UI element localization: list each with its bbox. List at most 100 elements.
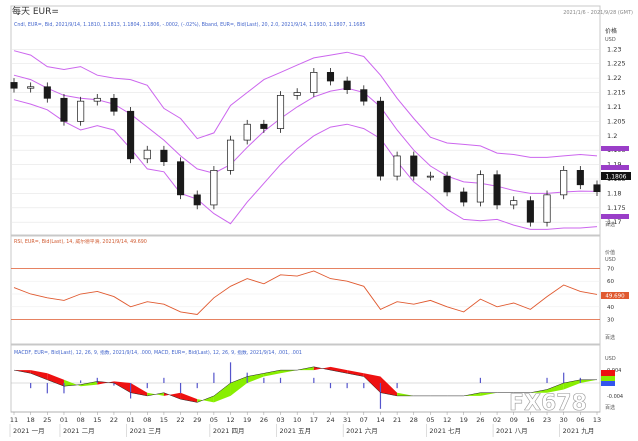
x-day-tick-label: 15 bbox=[160, 416, 168, 424]
macd-fill-segment bbox=[330, 366, 348, 374]
macd-fill-segment bbox=[397, 392, 414, 396]
x-day-tick-label: 14 bbox=[376, 416, 384, 424]
macd-fill-segment bbox=[547, 383, 564, 393]
price-tick-label: 1.225 bbox=[607, 60, 626, 68]
x-day-tick-label: 01 bbox=[60, 416, 68, 424]
x-day-tick-label: 18 bbox=[27, 416, 35, 424]
macd-fill-segment bbox=[363, 373, 381, 393]
bollinger-bands bbox=[13, 50, 598, 230]
candle-body bbox=[426, 175, 434, 178]
chart-title: 每天 EUR= bbox=[12, 5, 59, 17]
x-day-tick-label: 12 bbox=[443, 416, 451, 424]
price-tick-label: 1.18 bbox=[607, 189, 621, 197]
price-axis-footer: 百选 bbox=[605, 221, 615, 228]
rsi-panel bbox=[11, 267, 600, 321]
price-tick-label: 1.23 bbox=[607, 45, 621, 53]
bollinger-lower-line bbox=[13, 99, 598, 230]
candle-body bbox=[160, 149, 168, 163]
x-month-label: 2021 一月 bbox=[13, 427, 45, 435]
x-day-tick-label: 21 bbox=[393, 416, 401, 424]
x-day-tick-label: 19 bbox=[460, 416, 468, 424]
watermark: FX678 bbox=[509, 391, 587, 416]
macd-marker-green bbox=[601, 376, 615, 381]
candle-body bbox=[393, 155, 401, 177]
candle-body bbox=[193, 194, 201, 206]
upper-band-marker bbox=[601, 146, 629, 151]
candle-body bbox=[60, 97, 68, 122]
candle-body bbox=[110, 97, 118, 112]
x-day-tick-label: 09 bbox=[510, 416, 518, 424]
x-month-label: 2021 二月 bbox=[63, 427, 95, 435]
x-day-tick-label: 23 bbox=[543, 416, 551, 424]
rsi-info-line: RSI, EUR=, Bid(Last), 14, 威尔德平滑, 2021/9/… bbox=[14, 238, 147, 245]
candle-body bbox=[476, 174, 484, 203]
candle-body bbox=[177, 161, 185, 196]
candle-body bbox=[77, 100, 85, 122]
x-day-tick-label: 25 bbox=[43, 416, 51, 424]
candle-body bbox=[526, 200, 534, 223]
price-axis-ticks: 1.231.2251.221.2151.211.2051.21.1951.191… bbox=[607, 45, 626, 226]
candle-body bbox=[343, 80, 351, 90]
macd-axis-footer: 百选 bbox=[605, 404, 615, 411]
macd-marker-blue bbox=[601, 381, 615, 386]
candle-body bbox=[593, 184, 601, 193]
macd-fill-segment bbox=[47, 373, 64, 387]
x-day-tick-label: 05 bbox=[210, 416, 218, 424]
candle-body bbox=[43, 86, 51, 99]
last-price-label: 1.1806 bbox=[606, 174, 627, 181]
price-tick-label: 1.19 bbox=[607, 161, 621, 169]
macd-panel bbox=[11, 362, 600, 409]
price-tick-label: 1.205 bbox=[607, 117, 626, 125]
rsi-tick-label: 70 bbox=[607, 266, 614, 272]
x-month-label: 2021 九月 bbox=[563, 426, 595, 435]
macd-fill-segment bbox=[230, 376, 248, 396]
macd-info-line: MACDF, EUR=, Bid(Last), 12, 26, 9, 指数, 2… bbox=[14, 349, 302, 356]
rsi-axis-title: 价值 bbox=[605, 249, 615, 256]
x-month-label: 2021 四月 bbox=[213, 427, 245, 435]
macd-fill-segment bbox=[580, 379, 597, 383]
macd-fill-segment bbox=[63, 379, 81, 387]
macd-fill-segment bbox=[180, 392, 198, 403]
rsi-axis-footer: 百选 bbox=[605, 334, 615, 341]
candle-body bbox=[10, 82, 18, 89]
x-day-tick-label: 13 bbox=[593, 416, 601, 424]
macd-fill-segment bbox=[480, 392, 498, 396]
x-day-tick-label: 24 bbox=[326, 416, 334, 424]
rsi-tick-label: 30 bbox=[607, 318, 614, 324]
macd-marker-red bbox=[601, 370, 615, 376]
x-day-tick-label: 28 bbox=[410, 416, 418, 424]
macd-fill-segment bbox=[97, 381, 114, 385]
x-day-tick-label: 01 bbox=[126, 416, 134, 424]
candle-body bbox=[93, 97, 101, 102]
bollinger-upper-line bbox=[13, 50, 598, 158]
x-day-tick-label: 26 bbox=[476, 416, 484, 424]
x-month-label: 2021 七月 bbox=[429, 426, 461, 435]
candle-body bbox=[326, 72, 335, 82]
candlesticks bbox=[10, 68, 601, 227]
grid-lines bbox=[11, 48, 600, 320]
x-day-tick-label: 22 bbox=[176, 416, 184, 424]
candle-body bbox=[27, 86, 35, 89]
candle-body bbox=[576, 170, 584, 186]
macd-fill-segment bbox=[280, 370, 298, 374]
candle-body bbox=[543, 194, 551, 223]
x-day-tick-label: 02 bbox=[493, 416, 501, 424]
x-day-tick-label: 29 bbox=[193, 416, 201, 424]
last-price-marker: 1.1806 bbox=[601, 146, 631, 219]
candle-body bbox=[143, 149, 151, 160]
candle-body bbox=[243, 123, 251, 141]
candle-body bbox=[226, 139, 235, 171]
rsi-tick-label: 40 bbox=[607, 305, 614, 311]
price-tick-label: 1.22 bbox=[607, 74, 621, 82]
rsi-axis-unit: USD bbox=[605, 257, 616, 263]
x-day-tick-label: 26 bbox=[260, 416, 268, 424]
macd-fill-segment bbox=[30, 370, 48, 380]
candle-body bbox=[276, 95, 285, 129]
price-tick-label: 1.21 bbox=[607, 103, 621, 111]
candle-body bbox=[510, 200, 518, 206]
macd-tick-label: -0.004 bbox=[607, 394, 623, 400]
x-day-tick-label: 15 bbox=[93, 416, 101, 424]
x-day-tick-label: 07 bbox=[360, 416, 368, 424]
candle-body bbox=[310, 72, 318, 93]
x-day-tick-label: 06 bbox=[576, 416, 584, 424]
